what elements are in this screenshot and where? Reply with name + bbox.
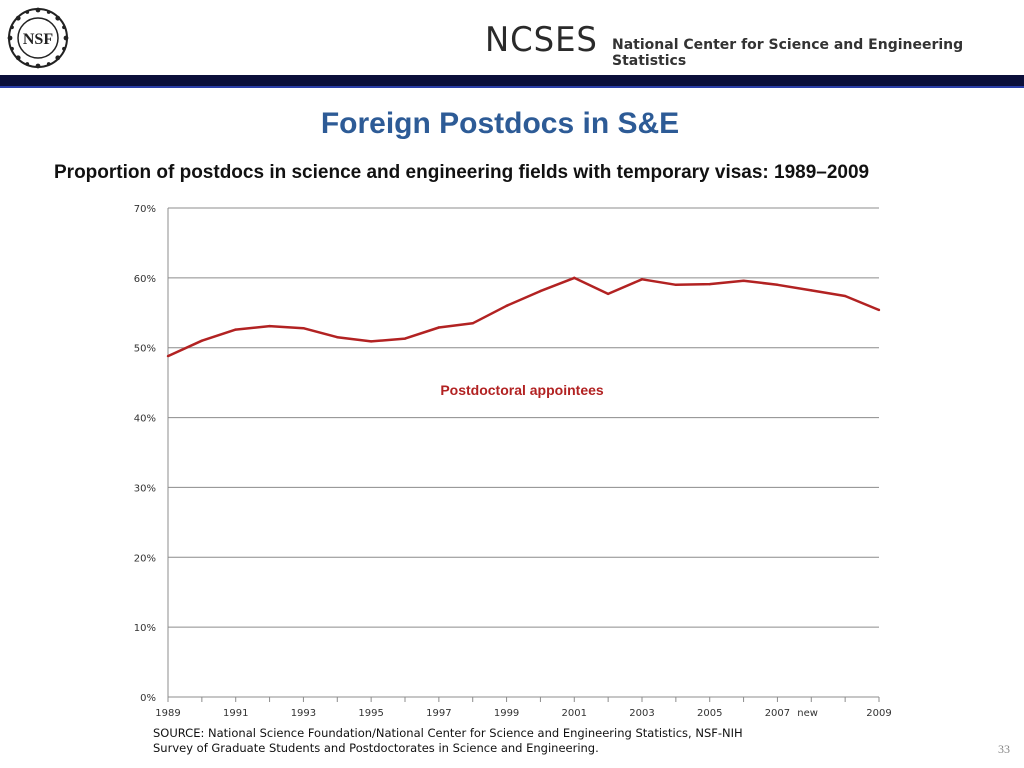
page-number: 33	[998, 742, 1010, 756]
series-label: Postdoctoral appointees	[440, 382, 604, 398]
slide-title: Foreign Postdocs in S&E	[320, 107, 680, 140]
y-tick-label: 30%	[134, 483, 156, 494]
data-point	[742, 279, 745, 282]
data-point	[200, 339, 204, 342]
data-point	[776, 283, 779, 287]
x-tick-label: 1991	[223, 708, 248, 719]
data-point	[810, 289, 813, 292]
x-tick-label: 1989	[155, 708, 180, 719]
y-tick-label: 10%	[134, 623, 156, 634]
data-point	[302, 326, 305, 330]
x-tick-label: new	[797, 708, 818, 719]
slide-subtitle: Proportion of postdocs in science and en…	[54, 162, 870, 183]
y-tick-label: 50%	[134, 344, 156, 355]
data-point	[708, 282, 711, 286]
data-point	[877, 308, 881, 312]
x-tick-label: 2001	[562, 708, 587, 719]
x-tick-label: 1993	[291, 708, 316, 719]
data-point	[234, 328, 237, 331]
y-tick-label: 60%	[134, 274, 156, 285]
data-point	[166, 354, 170, 358]
x-tick-label: 1997	[426, 708, 451, 719]
data-point	[573, 276, 576, 280]
y-tick-label: 0%	[140, 693, 156, 704]
nsf-logo: NSF	[7, 7, 69, 69]
source-line-1: SOURCE: National Science Foundation/Nati…	[153, 726, 743, 740]
source-line-2: Survey of Graduate Students and Postdoct…	[153, 741, 599, 755]
data-point	[505, 304, 508, 307]
ncses-wordmark: NCSES	[485, 20, 598, 60]
data-point	[369, 340, 373, 343]
data-point	[471, 322, 474, 325]
x-tick-label: 2003	[629, 708, 654, 719]
x-tick-label: 2007	[765, 708, 790, 719]
y-tick-label: 20%	[134, 553, 156, 564]
y-tick-label: 40%	[134, 414, 156, 425]
data-point	[606, 292, 610, 296]
data-point	[539, 289, 542, 293]
data-point	[640, 278, 644, 281]
data-point	[268, 324, 271, 328]
source-note: SOURCE: National Science Foundation/Nati…	[153, 726, 743, 756]
x-tick-label: 2009	[866, 708, 891, 719]
x-tick-label: 1995	[358, 708, 383, 719]
x-tick-label: 1999	[494, 708, 519, 719]
data-point	[403, 337, 407, 340]
x-tick-label: 2005	[697, 708, 722, 719]
y-tick-label: 70%	[134, 204, 156, 215]
data-point	[437, 326, 441, 329]
data-point	[843, 294, 847, 298]
ncses-full-name: National Center for Science and Engineer…	[612, 37, 964, 69]
series-line	[167, 276, 880, 358]
data-point	[674, 283, 678, 287]
header-divider-bar	[0, 75, 1024, 88]
nsf-logo-text: NSF	[23, 31, 53, 48]
data-point	[336, 336, 339, 339]
